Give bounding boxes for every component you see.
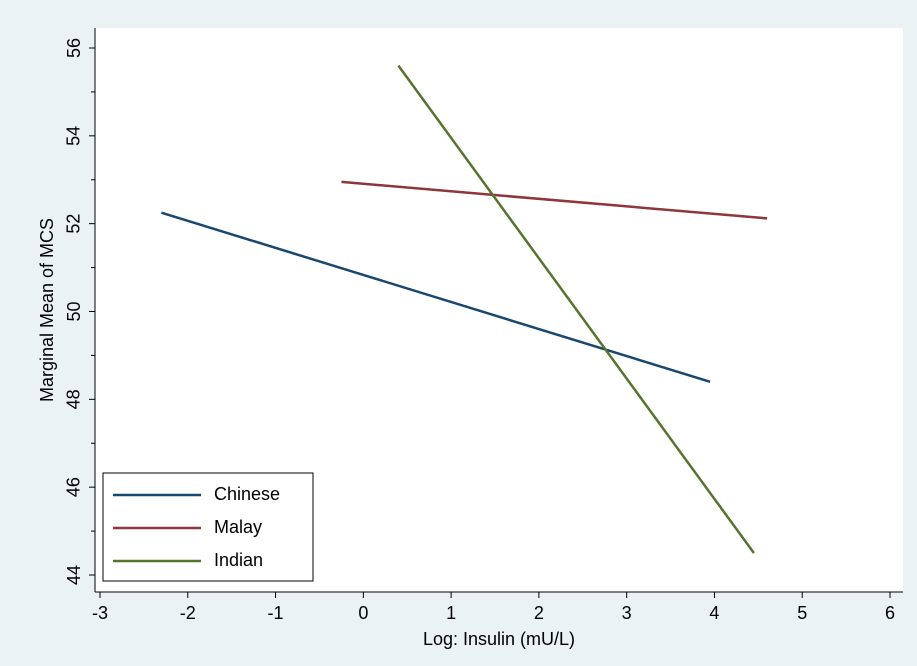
x-tick-label: 2 — [534, 603, 544, 623]
x-tick-label: 3 — [622, 603, 632, 623]
x-tick-label: -3 — [92, 603, 108, 623]
y-tick-label: 54 — [64, 126, 84, 146]
x-tick-label: 5 — [797, 603, 807, 623]
series-line-indian — [397, 64, 755, 554]
y-axis-title: Marginal Mean of MCS — [37, 218, 57, 402]
legend-label-malay: Malay — [214, 517, 262, 537]
legend-label-chinese: Chinese — [214, 484, 280, 504]
y-tick-label: 56 — [64, 38, 84, 58]
series-line-chinese — [161, 211, 711, 383]
x-tick-label: 0 — [358, 603, 368, 623]
y-tick-label: 50 — [64, 301, 84, 321]
x-tick-label: 4 — [709, 603, 719, 623]
series-line-malay — [341, 180, 768, 220]
y-tick-label: 48 — [64, 389, 84, 409]
x-tick-label: 6 — [885, 603, 895, 623]
x-tick-label: -2 — [180, 603, 196, 623]
y-tick-label: 44 — [64, 565, 84, 585]
series-layer — [161, 64, 768, 554]
x-axis-title: Log: Insulin (mU/L) — [423, 629, 575, 649]
legend: Chinese Malay Indian — [102, 472, 314, 582]
x-axis: -3 -2 -1 0 1 2 3 4 5 6 — [92, 591, 903, 623]
x-tick-label: 1 — [446, 603, 456, 623]
y-tick-label: 46 — [64, 477, 84, 497]
y-axis: 44 46 48 50 52 54 56 — [64, 28, 96, 592]
x-tick-label: -1 — [268, 603, 284, 623]
legend-label-indian: Indian — [214, 550, 263, 570]
y-tick-label: 52 — [64, 214, 84, 234]
